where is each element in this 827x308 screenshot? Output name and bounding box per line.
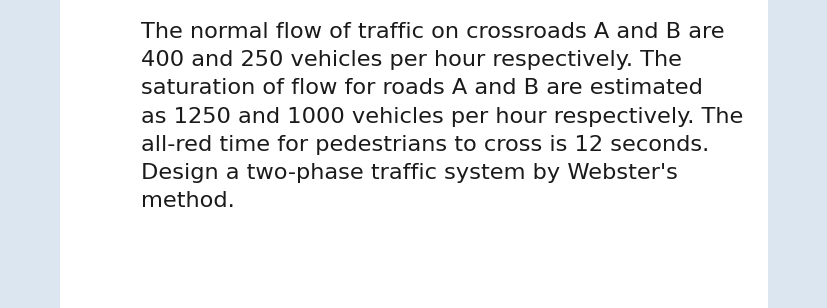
- Text: The normal flow of traffic on crossroads A and B are
400 and 250 vehicles per ho: The normal flow of traffic on crossroads…: [141, 22, 743, 212]
